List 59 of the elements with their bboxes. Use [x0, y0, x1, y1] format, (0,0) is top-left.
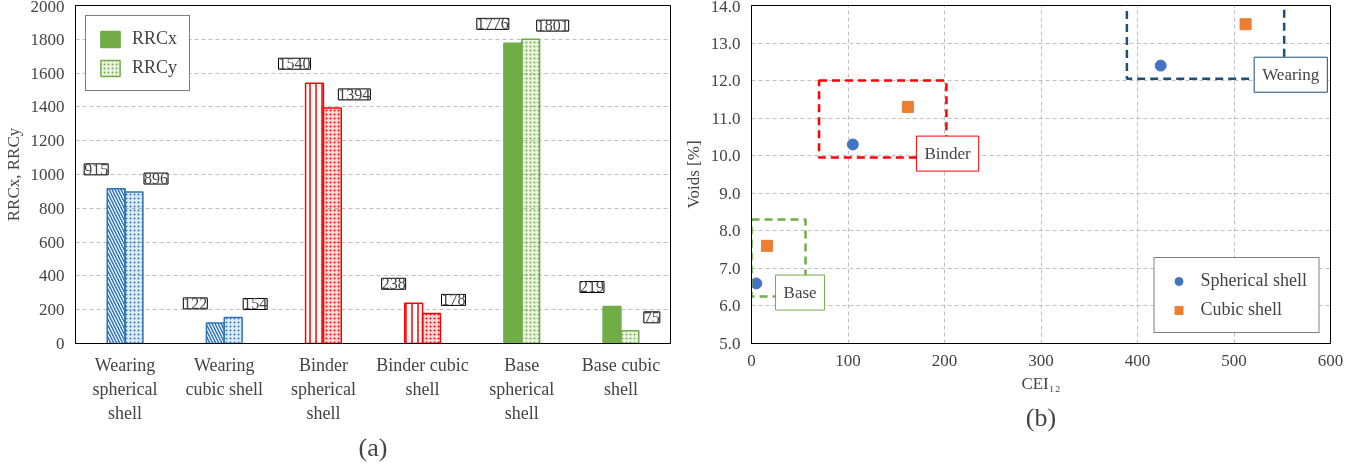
y-tick-label: 11.0	[711, 108, 741, 128]
y-tick-label: 1200	[30, 131, 65, 151]
data-label: 122	[183, 294, 208, 312]
y-axis-title: Voids [%]	[683, 140, 703, 209]
y-tick-label: 9.0	[719, 183, 741, 203]
y-tick-label: 14.0	[710, 0, 741, 16]
y-tick-label: 1800	[30, 29, 65, 49]
x-tick-label: 600	[1317, 350, 1344, 370]
y-tick-label: 600	[39, 232, 65, 252]
x-tick-label: Wearing cubic shell	[185, 354, 263, 399]
annotation: Base	[783, 283, 817, 303]
data-label: 1801	[536, 17, 569, 35]
x-tick-label: 500	[1221, 350, 1247, 370]
y-tick-label: 800	[39, 198, 65, 218]
x-tick-label: Binder cubic shell	[376, 354, 469, 399]
x-tick-label: Base spherical shell	[489, 354, 555, 423]
y-tick-label: 0	[56, 334, 65, 353]
y-tick-label: 1600	[30, 63, 65, 83]
y-tick-label: 400	[39, 266, 65, 286]
x-tick-label: 100	[835, 350, 861, 370]
data-label: 75	[643, 308, 660, 326]
point	[1239, 18, 1252, 31]
x-tick-label: Wearing spherical shell	[92, 354, 158, 423]
y-tick-label: 7.0	[719, 258, 741, 278]
point	[901, 100, 914, 113]
y-tick-label: 200	[39, 300, 65, 320]
x-tick-label: 400	[1124, 350, 1151, 370]
y-tick-label: 10.0	[710, 146, 741, 166]
legend-label: Cubic shell	[1200, 299, 1283, 320]
x-axis-title: CEI₁₂	[1021, 373, 1061, 393]
text: (a)	[358, 432, 388, 462]
y-axis-title: RRCx, RRCy	[3, 127, 23, 222]
legend-label: RRCx	[132, 28, 178, 49]
x-tick-label: Base cubic shell	[581, 354, 661, 399]
annotation: Wearing	[1262, 65, 1320, 85]
legend-label: RRCy	[132, 57, 178, 78]
y-tick-label: 2000	[30, 0, 65, 16]
annotation: Binder	[924, 144, 972, 164]
x-tick-label: Binder spherical shell	[290, 354, 356, 423]
y-tick-label: 13.0	[710, 33, 741, 53]
x-tick-label: 300	[1028, 350, 1054, 370]
point	[751, 277, 763, 290]
point	[846, 138, 859, 151]
y-tick-label: 5.0	[719, 334, 741, 353]
data-label: 178	[441, 291, 466, 309]
y-tick-label: 8.0	[719, 221, 741, 241]
x-tick-label: 0	[747, 350, 756, 370]
x-tick-label: 200	[931, 350, 958, 370]
y-tick-label: 12.0	[710, 71, 741, 91]
point	[760, 239, 773, 252]
data-label: 154	[243, 295, 268, 313]
data-label: 1394	[338, 85, 371, 103]
y-tick-label: 1000	[30, 165, 65, 184]
y-tick-label: 6.0	[719, 296, 741, 316]
y-tick-label: 1400	[30, 97, 65, 117]
data-label: 238	[381, 275, 406, 293]
point	[1154, 59, 1167, 72]
text: (b)	[1025, 402, 1057, 432]
legend-label: Spherical shell	[1200, 270, 1307, 291]
